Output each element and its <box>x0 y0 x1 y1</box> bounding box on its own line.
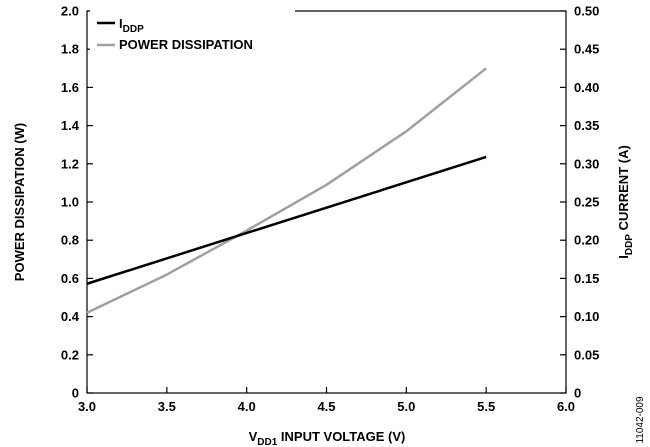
y-left-axis-title: POWER DISSIPATION (W) <box>12 123 27 281</box>
y-right-tick-label: 0.30 <box>574 156 599 171</box>
series-line-iddp <box>86 155 487 285</box>
x-tick-label: 6.0 <box>557 399 575 414</box>
y-left-tick-label: 0 <box>72 386 79 401</box>
y-right-tick-label: 0.15 <box>574 271 599 286</box>
x-tick-label: 3.5 <box>158 399 176 414</box>
y-left-tick-label: 1.8 <box>61 42 79 57</box>
y-left-tick-label: 2.0 <box>61 4 79 19</box>
y-right-tick-label: 0.35 <box>574 118 599 133</box>
y-right-tick-label: 0 <box>574 386 581 401</box>
x-tick-label: 5.0 <box>397 399 415 414</box>
y-right-tick-label: 0.25 <box>574 195 599 210</box>
legend: IDDP POWER DISSIPATION <box>90 10 295 56</box>
x-axis-title: VDD1 INPUT VOLTAGE (V) <box>249 429 406 447</box>
x-tick-label: 4.5 <box>317 399 335 414</box>
y-left-tick-label: 0.4 <box>61 309 80 324</box>
x-tick-label: 4.0 <box>238 399 256 414</box>
y-right-tick-label: 0.50 <box>574 4 599 19</box>
y-right-tick-label: 0.45 <box>574 42 599 57</box>
x-axis-ticks: 3.0 3.5 4.0 4.5 5.0 5.5 6.0 <box>78 387 575 414</box>
y-left-tick-label: 1.4 <box>61 118 80 133</box>
y-right-tick-label: 0.40 <box>574 80 599 95</box>
y-left-tick-label: 1.0 <box>61 195 79 210</box>
figure-id: 11042-009 <box>635 396 646 444</box>
x-tick-label: 5.5 <box>477 399 495 414</box>
y-right-axis-ticks: 0 0.05 0.10 0.15 0.20 0.25 0.30 0.35 0.40 0.45 0.5… <box>560 4 599 401</box>
x-tick-label: 3.0 <box>78 399 96 414</box>
y-right-axis-title: IDDP CURRENT (A) <box>616 145 635 259</box>
y-left-tick-label: 0.8 <box>61 233 79 248</box>
y-left-tick-label: 1.6 <box>61 80 79 95</box>
series-layer <box>86 67 487 314</box>
y-left-axis-ticks: 0 0.2 0.4 0.6 0.8 1.0 1.2 1.4 1.6 1.8 2.0 <box>61 4 93 401</box>
legend-background <box>90 10 295 56</box>
legend-label-iddp: IDDP <box>119 16 144 35</box>
y-right-tick-label: 0.05 <box>574 347 599 362</box>
y-right-tick-label: 0.20 <box>574 233 599 248</box>
plot-area <box>86 10 567 394</box>
legend-label-power: POWER DISSIPATION <box>119 37 253 52</box>
series-line-power-dissipation <box>86 67 487 314</box>
y-left-tick-label: 0.6 <box>61 271 79 286</box>
y-right-tick-label: 0.10 <box>574 309 599 324</box>
y-left-tick-label: 0.2 <box>61 347 79 362</box>
y-left-tick-label: 1.2 <box>61 156 79 171</box>
